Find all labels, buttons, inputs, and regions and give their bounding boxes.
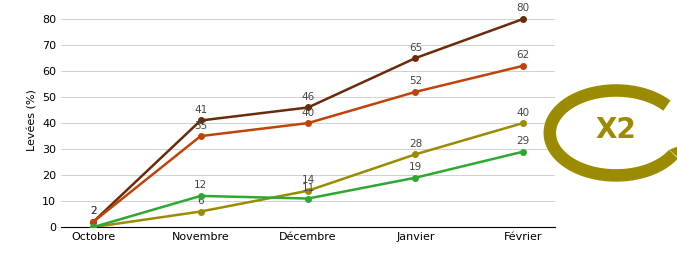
Text: 2: 2 [90,206,97,216]
Text: 40: 40 [301,107,315,117]
Text: 80: 80 [517,4,529,14]
Text: 19: 19 [409,162,422,172]
Text: 65: 65 [409,42,422,53]
Text: X2: X2 [596,116,636,144]
Text: 11: 11 [301,183,315,193]
Text: 46: 46 [301,92,315,102]
Text: 40: 40 [517,107,529,117]
Text: 2: 2 [90,206,97,216]
Text: 41: 41 [194,105,207,115]
Text: 35: 35 [194,120,207,130]
Text: 12: 12 [194,180,207,190]
Text: 62: 62 [517,50,529,60]
Text: 14: 14 [301,175,315,185]
Text: 29: 29 [517,136,529,146]
Y-axis label: Levées (%): Levées (%) [28,89,38,152]
Text: 6: 6 [197,196,204,206]
Text: 52: 52 [409,76,422,86]
Text: 28: 28 [409,139,422,149]
